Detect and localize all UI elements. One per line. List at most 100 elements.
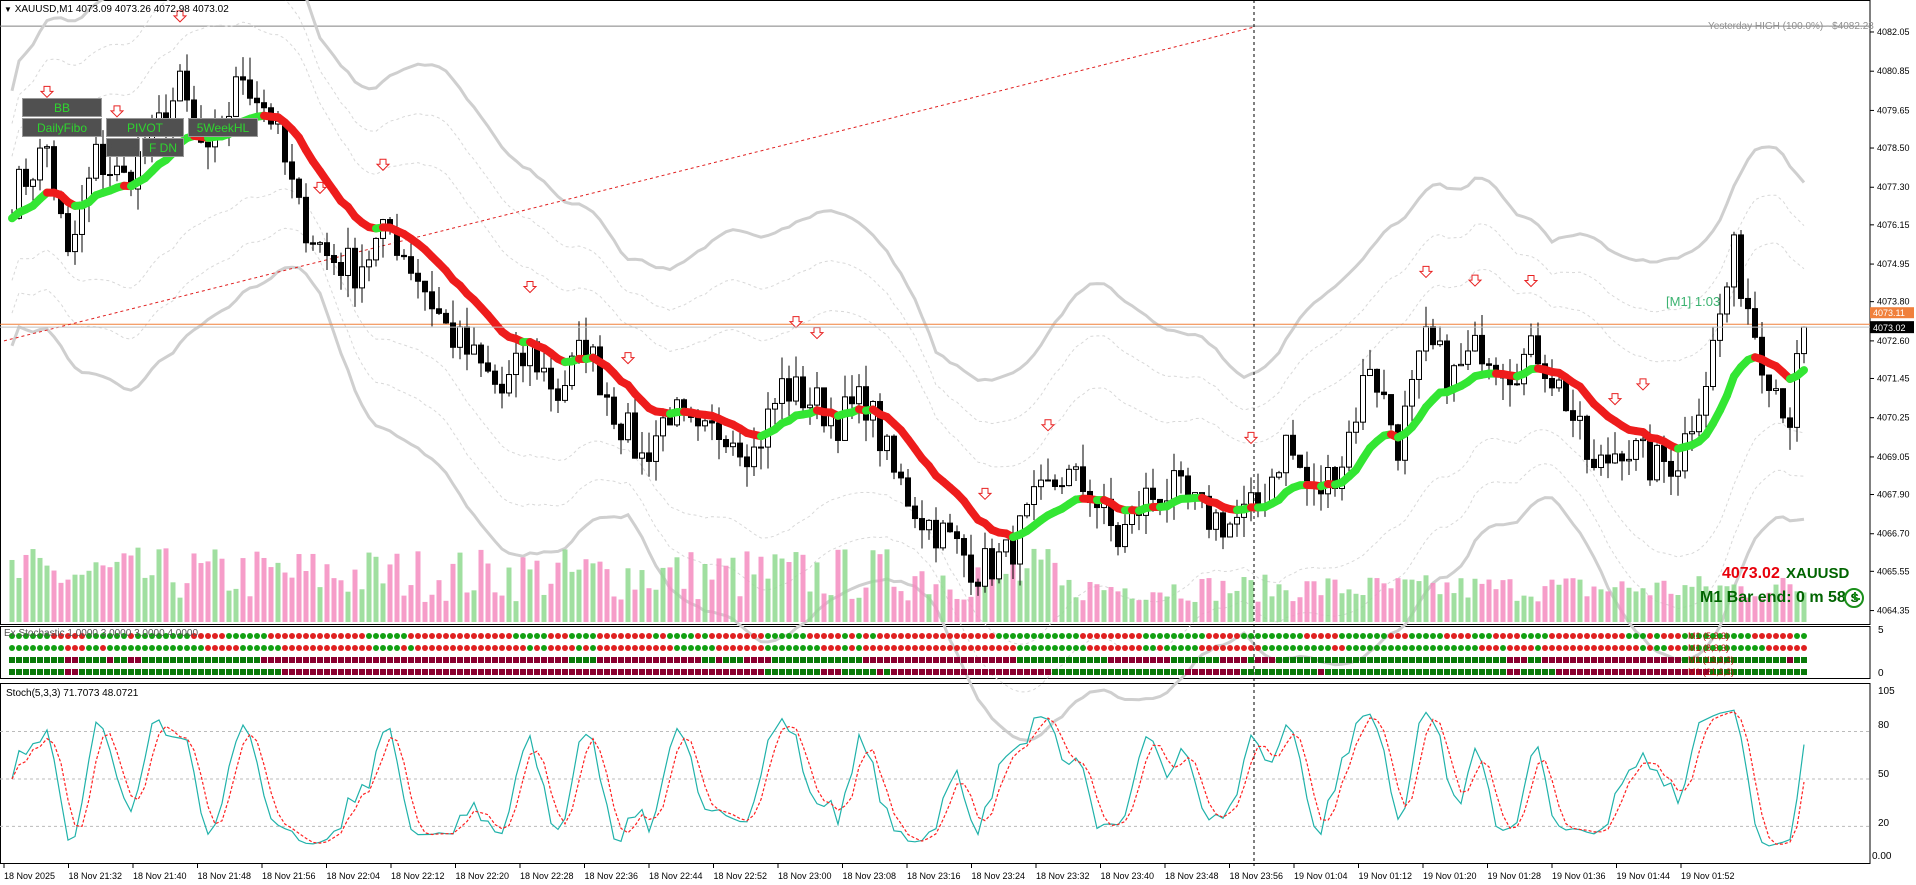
signal-square [1619, 657, 1625, 663]
volume-bar [464, 592, 470, 622]
volume-bar [1458, 578, 1464, 622]
stoch-level-0: 0.00 [1872, 851, 1892, 862]
signal-dot [1374, 645, 1380, 651]
volume-bar [982, 576, 988, 622]
signal-square [1318, 657, 1324, 663]
signal-dot [1360, 645, 1366, 651]
signal-square [198, 669, 204, 675]
volume-bar [800, 554, 806, 622]
signal-dot [1213, 645, 1219, 651]
signal-dot [912, 633, 918, 639]
volume-bar [163, 548, 169, 622]
signal-square [534, 669, 540, 675]
signal-dot [1269, 645, 1275, 651]
volume-bar [1479, 583, 1485, 622]
pivot-button[interactable]: PIVOT [106, 118, 184, 137]
signal-square [506, 669, 512, 675]
volume-bar [1668, 593, 1674, 622]
signal-square [1696, 657, 1702, 663]
candle-body [1465, 350, 1471, 365]
candle-body [520, 352, 526, 367]
signal-dot [618, 645, 624, 651]
signal-square [114, 669, 120, 675]
time-tick-label: 18 Nov 22:52 [714, 871, 768, 881]
signal-dot [1402, 633, 1408, 639]
signal-square [1136, 669, 1142, 675]
candle-body [471, 344, 477, 355]
signal-square [1654, 669, 1660, 675]
volume-bar [366, 552, 372, 622]
signal-dot [975, 645, 981, 651]
ohlc-label: 4073.09 4073.26 4072.98 4073.02 [75, 4, 229, 15]
volume-bar [1493, 589, 1499, 622]
f-up-button[interactable]: F UP [106, 138, 140, 157]
signal-square [1157, 657, 1163, 663]
candle-body [1381, 391, 1387, 396]
bar-end-label: M1 Bar end: 0 m 58 s [1700, 589, 1860, 606]
signal-dot [1115, 645, 1121, 651]
signal-square [1682, 657, 1688, 663]
signal-square [1234, 657, 1240, 663]
signal-dot [695, 645, 701, 651]
signal-dot [1647, 645, 1653, 651]
signal-square [968, 657, 974, 663]
5weekhl-button[interactable]: 5WeekHL [188, 118, 258, 137]
signal-dot [1507, 645, 1513, 651]
signal-square [142, 669, 148, 675]
signal-square [23, 669, 29, 675]
signal-square [1696, 669, 1702, 675]
signal-square [548, 669, 554, 675]
signal-square [828, 657, 834, 663]
volume-bar [359, 589, 365, 622]
volume-bar [821, 593, 827, 622]
signal-dot [422, 633, 428, 639]
signal-square [1787, 669, 1793, 675]
volume-bar [240, 558, 246, 622]
signal-dot [1696, 645, 1702, 651]
signal-square [807, 657, 813, 663]
f-dn-button[interactable]: F DN [142, 138, 184, 157]
signal-dot [149, 633, 155, 639]
dailyfibo-button[interactable]: DailyFibo [22, 118, 102, 137]
signal-dot [1031, 633, 1037, 639]
fractal-down-arrow-icon [39, 85, 55, 99]
signal-square [30, 657, 36, 663]
volume-bar [1409, 579, 1415, 622]
signal-dot [1675, 633, 1681, 639]
signal-dot [1759, 633, 1765, 639]
volume-bar [205, 561, 211, 622]
signal-square [1262, 657, 1268, 663]
signal-dot [800, 633, 806, 639]
volume-bar [772, 554, 778, 622]
signal-dot [919, 645, 925, 651]
volume-bar [1780, 577, 1786, 622]
candle-body [660, 417, 666, 437]
time-tick-label: 18 Nov 21:32 [69, 871, 123, 881]
signal-square [1479, 657, 1485, 663]
signal-square [520, 669, 526, 675]
signal-dot [317, 633, 323, 639]
signal-square [667, 669, 673, 675]
signal-square [1346, 657, 1352, 663]
signal-square [1801, 669, 1807, 675]
price-tick-label: 4079.65 [1877, 105, 1910, 115]
volume-bar [1318, 595, 1324, 622]
signal-square [1178, 669, 1184, 675]
signal-square [1633, 657, 1639, 663]
signal-dot [877, 633, 883, 639]
signal-dot [520, 633, 526, 639]
signal-dot [1227, 645, 1233, 651]
signal-square [681, 657, 687, 663]
candle-body [597, 346, 603, 396]
price-tick-label: 4072.60 [1877, 336, 1910, 346]
collapse-triangle-icon[interactable]: ▼ [4, 5, 12, 14]
signal-dot [219, 645, 225, 651]
candle-body [1038, 479, 1044, 488]
signal-dot [1269, 633, 1275, 639]
signal-square [16, 657, 22, 663]
bb-button[interactable]: BB [22, 98, 102, 117]
volume-bar [1430, 582, 1436, 622]
signal-dot [793, 645, 799, 651]
signal-dot [1115, 633, 1121, 639]
